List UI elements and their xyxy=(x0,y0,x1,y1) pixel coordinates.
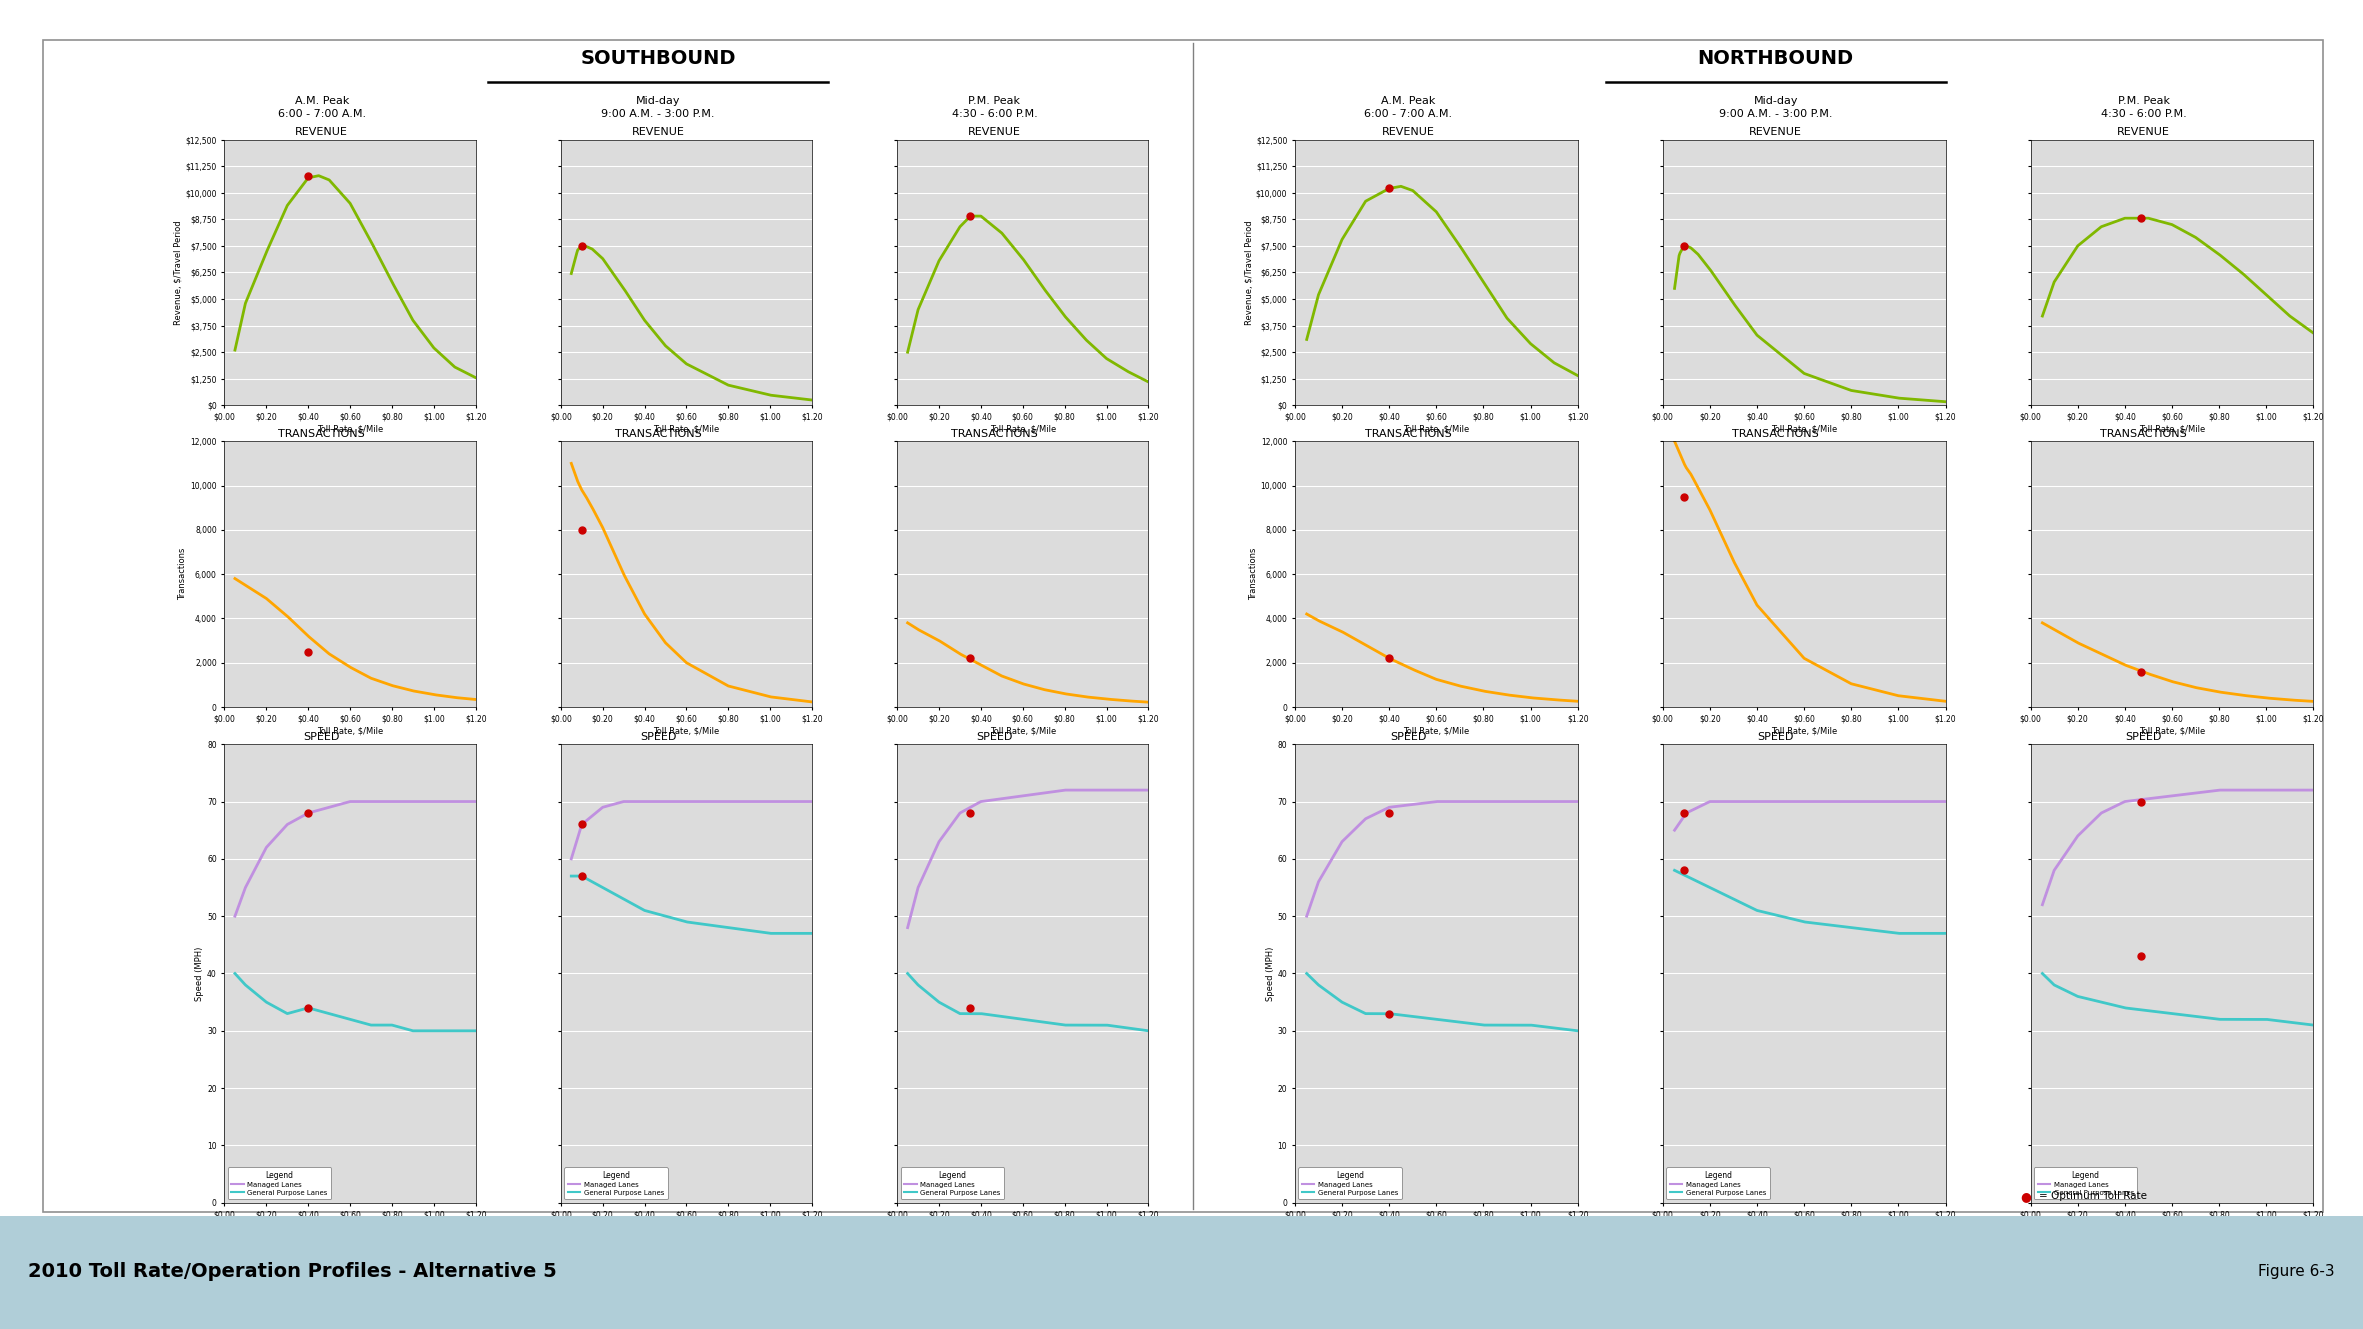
Y-axis label: Transactions: Transactions xyxy=(1250,548,1257,601)
X-axis label: Toll Rate, $/Mile: Toll Rate, $/Mile xyxy=(317,1223,383,1231)
Text: TRANSACTIONS: TRANSACTIONS xyxy=(2101,428,2188,439)
X-axis label: Toll Rate, $/Mile: Toll Rate, $/Mile xyxy=(1770,727,1838,735)
Text: REVENUE: REVENUE xyxy=(2117,126,2169,137)
Text: SPEED: SPEED xyxy=(2124,731,2162,742)
X-axis label: Toll Rate, $/Mile: Toll Rate, $/Mile xyxy=(317,727,383,735)
Text: A.M. Peak
6:00 - 7:00 A.M.: A.M. Peak 6:00 - 7:00 A.M. xyxy=(1363,96,1451,118)
Text: P.M. Peak
4:30 - 6:00 P.M.: P.M. Peak 4:30 - 6:00 P.M. xyxy=(2101,96,2186,118)
X-axis label: Toll Rate, $/Mile: Toll Rate, $/Mile xyxy=(990,425,1056,433)
X-axis label: Toll Rate, $/Mile: Toll Rate, $/Mile xyxy=(652,425,721,433)
X-axis label: Toll Rate, $/Mile: Toll Rate, $/Mile xyxy=(1770,425,1838,433)
Legend: Managed Lanes, General Purpose Lanes: Managed Lanes, General Purpose Lanes xyxy=(1297,1167,1401,1199)
Text: ●: ● xyxy=(2020,1189,2032,1203)
Text: SPEED: SPEED xyxy=(1758,731,1794,742)
Y-axis label: Speed (MPH): Speed (MPH) xyxy=(196,946,203,1001)
Text: A.M. Peak
6:00 - 7:00 A.M.: A.M. Peak 6:00 - 7:00 A.M. xyxy=(279,96,366,118)
Text: REVENUE: REVENUE xyxy=(969,126,1021,137)
X-axis label: Toll Rate, $/Mile: Toll Rate, $/Mile xyxy=(1404,425,1470,433)
Text: TRANSACTIONS: TRANSACTIONS xyxy=(1363,428,1451,439)
Text: TRANSACTIONS: TRANSACTIONS xyxy=(279,428,366,439)
Legend: Managed Lanes, General Purpose Lanes: Managed Lanes, General Purpose Lanes xyxy=(2035,1167,2139,1199)
Text: Figure 6-3: Figure 6-3 xyxy=(2259,1264,2335,1280)
Legend: Managed Lanes, General Purpose Lanes: Managed Lanes, General Purpose Lanes xyxy=(900,1167,1004,1199)
Text: SPEED: SPEED xyxy=(1389,731,1427,742)
Text: SPEED: SPEED xyxy=(976,731,1014,742)
X-axis label: Toll Rate, $/Mile: Toll Rate, $/Mile xyxy=(2139,1223,2205,1231)
Text: Mid-day
9:00 A.M. - 3:00 P.M.: Mid-day 9:00 A.M. - 3:00 P.M. xyxy=(1718,96,1834,118)
X-axis label: Toll Rate, $/Mile: Toll Rate, $/Mile xyxy=(990,727,1056,735)
Text: SPEED: SPEED xyxy=(640,731,676,742)
Text: NORTHBOUND: NORTHBOUND xyxy=(1697,49,1855,68)
Text: SPEED: SPEED xyxy=(302,731,340,742)
Text: 2010 Toll Rate/Operation Profiles - Alternative 5: 2010 Toll Rate/Operation Profiles - Alte… xyxy=(28,1263,558,1281)
Text: SOUTHBOUND: SOUTHBOUND xyxy=(581,49,735,68)
Y-axis label: Revenue, $/Travel Period: Revenue, $/Travel Period xyxy=(1243,221,1252,324)
Legend: Managed Lanes, General Purpose Lanes: Managed Lanes, General Purpose Lanes xyxy=(227,1167,331,1199)
Legend: Managed Lanes, General Purpose Lanes: Managed Lanes, General Purpose Lanes xyxy=(565,1167,669,1199)
X-axis label: Toll Rate, $/Mile: Toll Rate, $/Mile xyxy=(317,425,383,433)
Text: P.M. Peak
4:30 - 6:00 P.M.: P.M. Peak 4:30 - 6:00 P.M. xyxy=(952,96,1037,118)
X-axis label: Toll Rate, $/Mile: Toll Rate, $/Mile xyxy=(2139,425,2205,433)
Text: REVENUE: REVENUE xyxy=(295,126,347,137)
X-axis label: Toll Rate, $/Mile: Toll Rate, $/Mile xyxy=(1404,1223,1470,1231)
X-axis label: Toll Rate, $/Mile: Toll Rate, $/Mile xyxy=(990,1223,1056,1231)
Y-axis label: Revenue, $/Travel Period: Revenue, $/Travel Period xyxy=(172,221,182,324)
X-axis label: Toll Rate, $/Mile: Toll Rate, $/Mile xyxy=(2139,727,2205,735)
Text: TRANSACTIONS: TRANSACTIONS xyxy=(950,428,1037,439)
Text: REVENUE: REVENUE xyxy=(1749,126,1803,137)
Text: TRANSACTIONS: TRANSACTIONS xyxy=(614,428,702,439)
Text: = Optimum Toll Rate: = Optimum Toll Rate xyxy=(2039,1191,2148,1201)
Text: TRANSACTIONS: TRANSACTIONS xyxy=(1732,428,1820,439)
X-axis label: Toll Rate, $/Mile: Toll Rate, $/Mile xyxy=(1770,1223,1838,1231)
Y-axis label: Speed (MPH): Speed (MPH) xyxy=(1267,946,1274,1001)
X-axis label: Toll Rate, $/Mile: Toll Rate, $/Mile xyxy=(652,1223,721,1231)
Y-axis label: Transactions: Transactions xyxy=(180,548,187,601)
Text: REVENUE: REVENUE xyxy=(631,126,685,137)
Legend: Managed Lanes, General Purpose Lanes: Managed Lanes, General Purpose Lanes xyxy=(1666,1167,1770,1199)
Text: REVENUE: REVENUE xyxy=(1382,126,1434,137)
X-axis label: Toll Rate, $/Mile: Toll Rate, $/Mile xyxy=(652,727,721,735)
Text: Mid-day
9:00 A.M. - 3:00 P.M.: Mid-day 9:00 A.M. - 3:00 P.M. xyxy=(600,96,716,118)
X-axis label: Toll Rate, $/Mile: Toll Rate, $/Mile xyxy=(1404,727,1470,735)
